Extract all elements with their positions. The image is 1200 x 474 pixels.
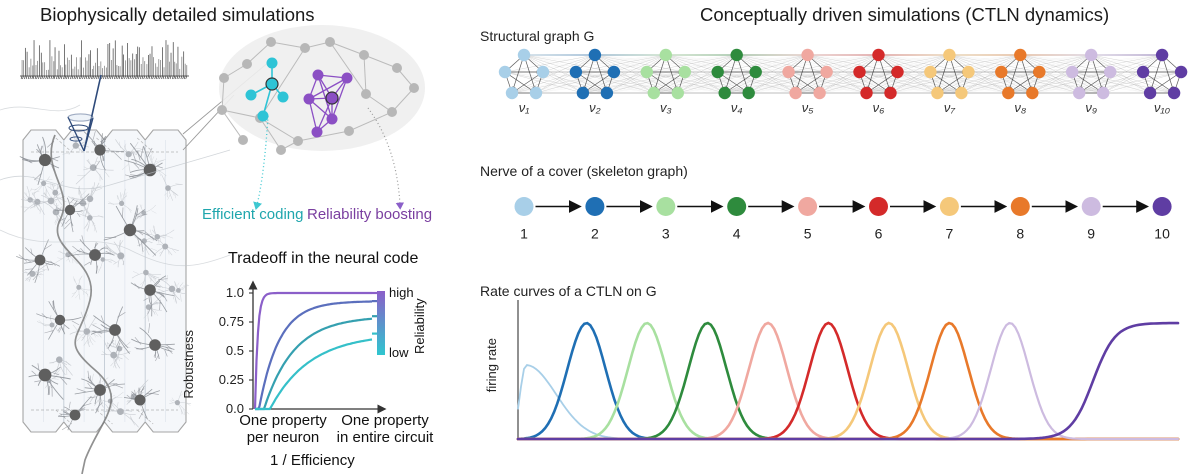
svg-text:0.75: 0.75 (219, 314, 244, 329)
svg-text:1.0: 1.0 (226, 285, 244, 300)
svg-text:0.5: 0.5 (226, 343, 244, 358)
svg-text:0.25: 0.25 (219, 372, 244, 387)
